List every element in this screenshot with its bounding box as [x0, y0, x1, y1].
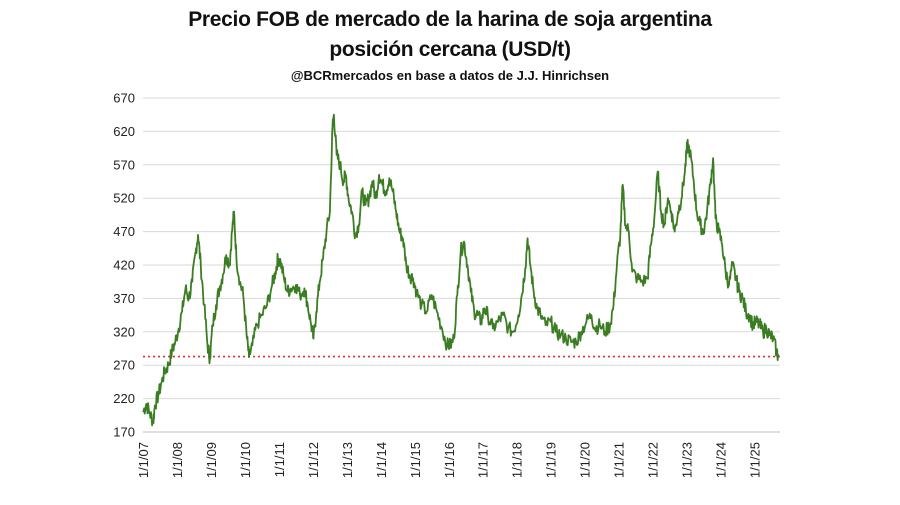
y-tick-label: 320 — [113, 324, 135, 339]
x-tick-label: 1/1/20 — [578, 442, 593, 478]
y-tick-label: 220 — [113, 391, 135, 406]
chart-source: @BCRmercados en base a datos de J.J. Hin… — [290, 68, 610, 83]
y-tick-label: 170 — [113, 425, 135, 440]
x-axis-ticks: 1/1/07 1/1/08 1/1/09 1/1/10 1/1/11 1/1/12 1/1/… — [136, 442, 763, 478]
x-tick-label: 1/1/07 — [136, 442, 151, 478]
y-tick-label: 470 — [113, 224, 135, 239]
x-tick-label: 1/1/24 — [714, 442, 729, 478]
y-tick-label: 270 — [113, 358, 135, 373]
x-tick-label: 1/1/18 — [510, 442, 525, 478]
series-group — [142, 113, 780, 427]
x-tick-label: 1/1/12 — [306, 442, 321, 478]
x-tick-label: 1/1/22 — [646, 442, 661, 478]
y-tick-label: 570 — [113, 157, 135, 172]
x-tick-label: 1/1/13 — [340, 442, 355, 478]
chart-title: Precio FOB de mercado de la harina de so… — [188, 8, 712, 31]
series-line — [142, 113, 780, 427]
y-tick-label: 670 — [113, 91, 135, 106]
grid-lines — [143, 97, 780, 433]
x-tick-label: 1/1/16 — [442, 442, 457, 478]
x-tick-label: 1/1/17 — [476, 442, 491, 478]
x-tick-label: 1/1/19 — [544, 442, 559, 478]
y-tick-label: 420 — [113, 258, 135, 273]
y-axis-ticks: 170 220 270 320 370 420 470 520 570 620 670 — [113, 91, 135, 440]
x-tick-label: 1/1/09 — [204, 442, 219, 478]
x-tick-label: 1/1/11 — [272, 442, 287, 477]
y-tick-label: 520 — [113, 191, 135, 206]
x-tick-label: 1/1/23 — [680, 442, 695, 478]
x-tick-label: 1/1/10 — [238, 442, 253, 478]
x-tick-label: 1/1/08 — [170, 442, 185, 478]
x-tick-label: 1/1/14 — [374, 442, 389, 478]
x-tick-label: 1/1/25 — [748, 442, 763, 478]
x-tick-label: 1/1/21 — [612, 442, 627, 478]
x-tick-label: 1/1/15 — [408, 442, 423, 478]
y-tick-label: 620 — [113, 124, 135, 139]
chart-subtitle: posición cercana (USD/t) — [329, 38, 571, 61]
y-tick-label: 370 — [113, 291, 135, 306]
